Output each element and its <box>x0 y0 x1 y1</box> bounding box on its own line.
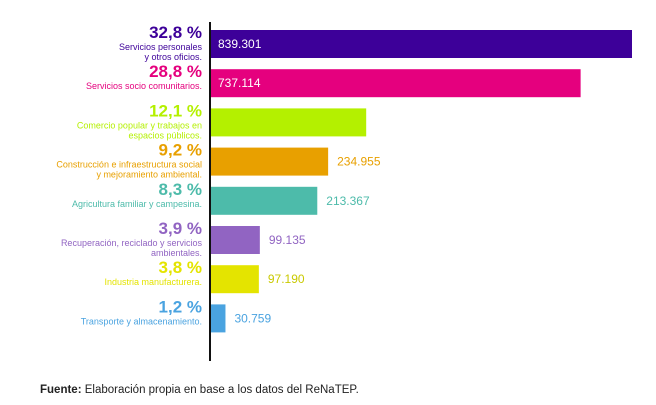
category-label-7-line-1: Industria manufacturera. <box>104 277 202 287</box>
value-label-2: 737.114 <box>218 76 261 90</box>
category-label-6-line-2: ambientales. <box>151 248 202 258</box>
bar-4 <box>210 147 329 176</box>
category-label-5-line-1: Agricultura familiar y campesina. <box>72 199 202 209</box>
bar-3 <box>210 108 367 137</box>
category-label-2-line-1: Servicios socio comunitarios. <box>86 81 202 91</box>
category-label-8-line-1: Transporte y almacenamiento. <box>81 316 202 326</box>
value-label-8: 30.759 <box>234 311 271 325</box>
percent-label-7: 3,8 % <box>159 258 202 277</box>
percent-label-1: 32,8 % <box>149 23 202 42</box>
bar-5 <box>210 186 318 215</box>
source-note: Fuente: Elaboración propia en base a los… <box>40 384 359 396</box>
category-label-3-line-2: espacios públicos. <box>128 130 202 140</box>
value-label-4: 234.955 <box>337 155 381 169</box>
category-label-1-line-2: y otros oficios. <box>144 52 202 62</box>
category-label-4-line-1: Construcción e infraestructura social <box>56 160 202 170</box>
category-label-4-line-2: y mejoramiento ambiental. <box>96 170 202 180</box>
value-label-6: 99.135 <box>269 233 306 247</box>
source-label: Fuente: <box>40 384 82 396</box>
bar-2 <box>210 69 581 98</box>
value-label-7: 97.190 <box>268 272 305 286</box>
bar-8 <box>210 304 226 333</box>
percent-label-5: 8,3 % <box>159 180 202 199</box>
percent-label-6: 3,9 % <box>159 219 202 238</box>
category-label-6-line-1: Recuperación, reciclado y servicios <box>61 238 203 248</box>
percent-label-3: 12,1 % <box>149 101 202 120</box>
bar-7 <box>210 265 259 294</box>
value-label-1: 839.301 <box>218 37 262 51</box>
source-text: Elaboración propia en base a los datos d… <box>81 384 359 396</box>
category-label-3-line-1: Comercio popular y trabajos en <box>77 120 202 130</box>
bar-1 <box>210 30 632 58</box>
percent-label-4: 9,2 % <box>159 141 202 160</box>
category-label-1-line-1: Servicios personales <box>119 42 203 52</box>
percent-label-2: 28,8 % <box>149 62 202 81</box>
value-label-5: 213.367 <box>326 194 370 208</box>
value-label-3: 310.642 <box>218 115 262 129</box>
percent-label-8: 1,2 % <box>159 297 202 316</box>
bar-6 <box>210 226 260 254</box>
